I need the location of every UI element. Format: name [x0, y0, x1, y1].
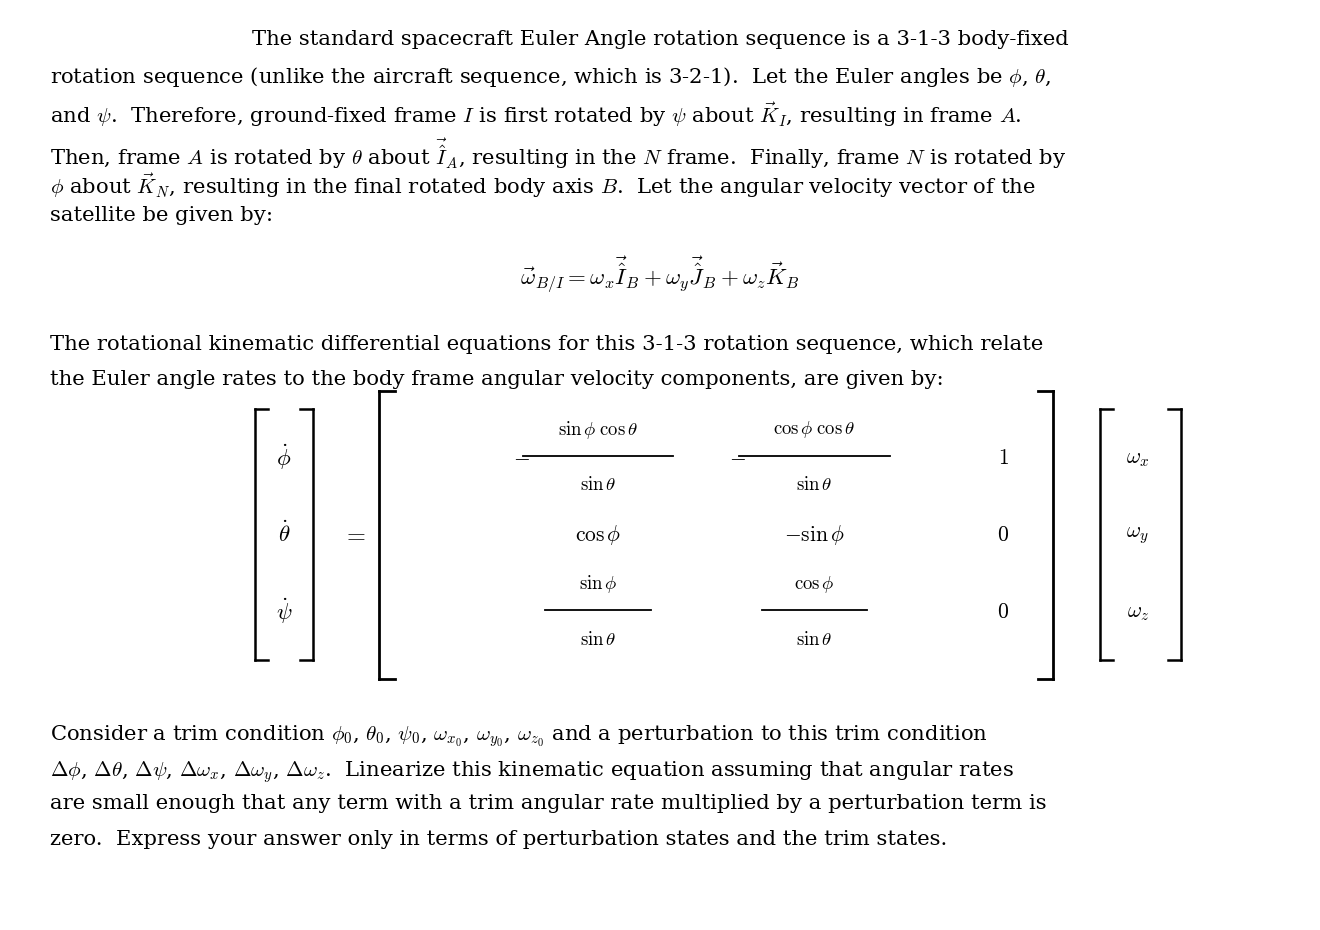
Text: $\omega_z$: $\omega_z$ [1127, 601, 1148, 623]
Text: The rotational kinematic differential equations for this 3-1-3 rotation sequence: The rotational kinematic differential eq… [50, 335, 1043, 353]
Text: $\cos\phi$: $\cos\phi$ [574, 523, 622, 547]
Text: rotation sequence (unlike the aircraft sequence, which is 3-2-1).  Let the Euler: rotation sequence (unlike the aircraft s… [50, 65, 1052, 89]
Text: and $\psi$.  Therefore, ground-fixed frame $I$ is first rotated by $\psi$ about : and $\psi$. Therefore, ground-fixed fram… [50, 100, 1022, 129]
Text: $\omega_x$: $\omega_x$ [1126, 446, 1150, 469]
Text: $\Delta\phi$, $\Delta\theta$, $\Delta\psi$, $\Delta\omega_x$, $\Delta\omega_y$, : $\Delta\phi$, $\Delta\theta$, $\Delta\ps… [50, 759, 1014, 785]
Text: $\cos\phi$: $\cos\phi$ [795, 574, 834, 594]
Text: $\cos\phi\;\cos\theta$: $\cos\phi\;\cos\theta$ [774, 419, 855, 440]
Text: $0$: $0$ [997, 601, 1010, 623]
Text: $0$: $0$ [997, 524, 1010, 546]
Text: $1$: $1$ [998, 446, 1008, 469]
Text: $\sin\theta$: $\sin\theta$ [796, 631, 833, 649]
Text: $\sin\theta$: $\sin\theta$ [579, 476, 616, 495]
Text: $-$: $-$ [513, 446, 529, 469]
Text: $\phi$ about $\vec{K}_N$, resulting in the final rotated body axis $B$.  Let the: $\phi$ about $\vec{K}_N$, resulting in t… [50, 171, 1036, 200]
Text: satellite be given by:: satellite be given by: [50, 206, 273, 225]
Text: $\dot{\theta}$: $\dot{\theta}$ [277, 523, 290, 547]
Text: $\dot{\phi}$: $\dot{\phi}$ [276, 443, 292, 472]
Text: $\vec{\omega}_{B/I} = \omega_x\vec{\hat{I}}_B + \omega_y\vec{\hat{J}}_B + \omega: $\vec{\omega}_{B/I} = \omega_x\vec{\hat{… [520, 254, 800, 295]
Text: $\sin\theta$: $\sin\theta$ [796, 476, 833, 495]
Text: $\omega_y$: $\omega_y$ [1126, 524, 1150, 546]
Text: the Euler angle rates to the body frame angular velocity components, are given b: the Euler angle rates to the body frame … [50, 370, 944, 389]
Text: $-\sin\phi$: $-\sin\phi$ [784, 523, 845, 547]
Text: $-$: $-$ [730, 446, 746, 469]
Text: $\dot{\psi}$: $\dot{\psi}$ [276, 597, 292, 627]
Text: $\sin\phi$: $\sin\phi$ [578, 573, 618, 595]
Text: The standard spacecraft Euler Angle rotation sequence is a 3-1-3 body-fixed: The standard spacecraft Euler Angle rota… [252, 30, 1068, 48]
Text: zero.  Express your answer only in terms of perturbation states and the trim sta: zero. Express your answer only in terms … [50, 830, 948, 848]
Text: Consider a trim condition $\phi_0$, $\theta_0$, $\psi_0$, $\omega_{x_0}$, $\omeg: Consider a trim condition $\phi_0$, $\th… [50, 724, 987, 750]
Text: are small enough that any term with a trim angular rate multiplied by a perturba: are small enough that any term with a tr… [50, 794, 1047, 813]
Text: $\sin\phi\;\cos\theta$: $\sin\phi\;\cos\theta$ [558, 418, 638, 441]
Text: Then, frame $A$ is rotated by $\theta$ about $\vec{\hat{I}}_A$, resulting in the: Then, frame $A$ is rotated by $\theta$ a… [50, 136, 1067, 170]
Text: $\sin\theta$: $\sin\theta$ [579, 631, 616, 649]
Text: $=$: $=$ [342, 524, 366, 546]
